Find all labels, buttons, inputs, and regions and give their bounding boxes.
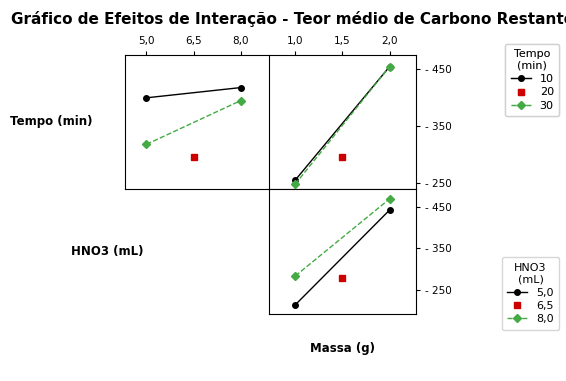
Text: Tempo (min): Tempo (min): [10, 115, 92, 128]
Text: HNO3 (mL): HNO3 (mL): [71, 245, 144, 258]
Legend: 10, 20, 30: 10, 20, 30: [505, 44, 559, 116]
Legend: 5,0, 6,5, 8,0: 5,0, 6,5, 8,0: [501, 257, 559, 330]
Text: Massa (g): Massa (g): [310, 342, 375, 355]
Text: Gráfico de Efeitos de Interação - Teor médio de Carbono Restante (mg): Gráfico de Efeitos de Interação - Teor m…: [11, 11, 566, 27]
